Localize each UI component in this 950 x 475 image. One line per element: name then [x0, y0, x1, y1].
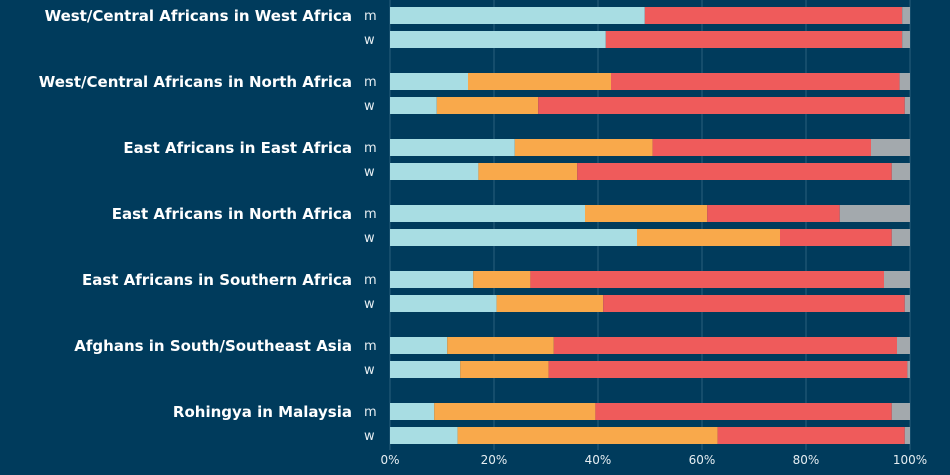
bar-segment: [839, 205, 910, 222]
bar-segment: [871, 139, 910, 156]
bar-segment: [468, 73, 611, 90]
bar-segment: [390, 73, 468, 90]
bar-segment: [904, 295, 910, 312]
bar-segment: [780, 229, 892, 246]
row-label: m: [364, 75, 377, 90]
group-label: Rohingya in Malaysia: [173, 403, 352, 421]
bar-segment: [390, 205, 585, 222]
bar-segment: [891, 403, 910, 420]
row-label: w: [364, 231, 375, 246]
bar-segment: [603, 295, 905, 312]
bar-segment: [585, 205, 708, 222]
bar-segment: [644, 7, 903, 24]
bar-segment: [577, 163, 892, 180]
bar-segment: [390, 7, 645, 24]
bar-segment: [390, 31, 606, 48]
bar-segment: [390, 229, 637, 246]
row-label: w: [364, 99, 375, 114]
bar-segment: [891, 229, 910, 246]
row-label: m: [364, 141, 377, 156]
bar-segment: [390, 163, 479, 180]
bar-segment: [457, 427, 718, 444]
bar-segment: [473, 271, 531, 288]
bar-segment: [460, 361, 549, 378]
row-label: w: [364, 33, 375, 48]
row-label: m: [364, 207, 377, 222]
x-tick-label: 20%: [481, 453, 508, 467]
row-label: w: [364, 363, 375, 378]
row-label: m: [364, 273, 377, 288]
bar-segment: [390, 337, 448, 354]
bar-segment: [907, 361, 910, 378]
bar-segment: [897, 337, 910, 354]
bar-segment: [891, 163, 910, 180]
bar-segment: [530, 271, 884, 288]
x-tick-label: 40%: [585, 453, 612, 467]
bar-segment: [553, 337, 897, 354]
x-tick-label: 100%: [893, 453, 927, 467]
bar-segment: [548, 361, 908, 378]
row-label: w: [364, 165, 375, 180]
row-label: w: [364, 297, 375, 312]
bar-segment: [436, 97, 539, 114]
group-label: West/Central Africans in West Africa: [45, 7, 352, 25]
x-tick-label: 0%: [380, 453, 399, 467]
bar-segment: [904, 97, 910, 114]
bars: [390, 7, 910, 444]
bar-segment: [611, 73, 900, 90]
bar-segment: [717, 427, 905, 444]
bar-segment: [478, 163, 578, 180]
bar-segment: [390, 271, 474, 288]
bar-segment: [390, 97, 437, 114]
bar-segment: [434, 403, 596, 420]
group-label: East Africans in East Africa: [123, 139, 352, 157]
bar-segment: [605, 31, 903, 48]
row-label: m: [364, 9, 377, 24]
bar-segment: [390, 139, 515, 156]
group-label: West/Central Africans in North Africa: [39, 73, 352, 91]
category-labels: West/Central Africans in West Africa mwWe…: [39, 7, 377, 444]
bar-segment: [899, 73, 910, 90]
bar-segment: [595, 403, 892, 420]
bar-segment: [390, 295, 497, 312]
bar-segment: [514, 139, 653, 156]
bar-segment: [390, 361, 461, 378]
bar-segment: [902, 31, 910, 48]
group-label: East Africans in Southern Africa: [82, 271, 352, 289]
bar-segment: [637, 229, 780, 246]
row-label: w: [364, 429, 375, 444]
row-label: m: [364, 405, 377, 420]
bar-segment: [904, 427, 910, 444]
bar-segment: [447, 337, 554, 354]
bar-segment: [496, 295, 604, 312]
group-label: East Africans in North Africa: [112, 205, 352, 223]
bar-segment: [538, 97, 905, 114]
gridlines: [389, 0, 911, 450]
x-tick-label: 80%: [793, 453, 820, 467]
bar-segment: [884, 271, 910, 288]
bar-segment: [707, 205, 840, 222]
group-label: Afghans in South/Southeast Asia: [74, 337, 352, 355]
bar-segment: [390, 403, 435, 420]
row-label: m: [364, 339, 377, 354]
x-tick-label: 60%: [689, 453, 716, 467]
bar-segment: [390, 427, 458, 444]
bar-segment: [652, 139, 871, 156]
bar-segment: [902, 7, 910, 24]
x-axis-ticks: 0% 20% 40% 60% 80% 100%: [380, 453, 927, 467]
